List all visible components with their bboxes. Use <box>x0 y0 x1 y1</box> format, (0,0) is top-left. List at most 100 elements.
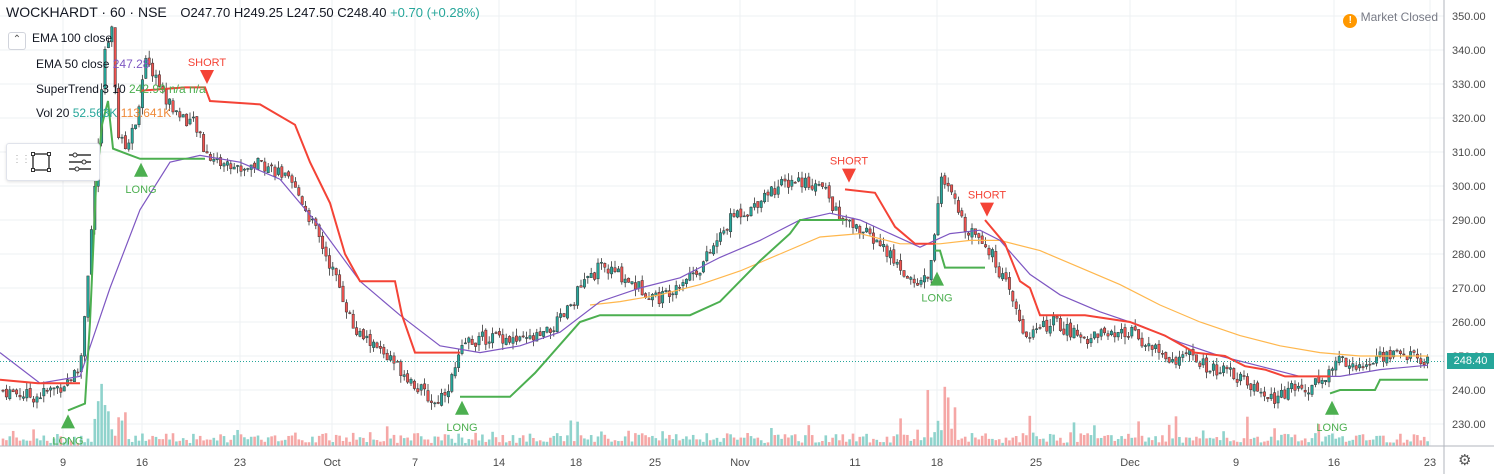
volume-bar <box>419 436 423 446</box>
legend-vol-value: 52.563K <box>72 106 118 120</box>
volume-bars <box>1 383 1429 446</box>
candle-body <box>1368 363 1372 366</box>
volume-bar <box>1065 442 1069 446</box>
candle-body <box>147 57 151 66</box>
volume-bar <box>192 433 195 446</box>
volume-bar <box>385 426 389 446</box>
drag-grip-icon[interactable]: ⋮⋮ <box>12 154 31 165</box>
volume-bar <box>1130 437 1134 446</box>
volume-bar <box>586 439 590 446</box>
volume-bar <box>640 433 644 446</box>
legend-ema50[interactable]: EMA 50 close 247.28 <box>36 57 149 71</box>
candle-body <box>1211 363 1215 371</box>
low-value: L247.50 <box>286 5 334 20</box>
legend-supertrend[interactable]: SuperTrend 3 10 242.99 n/a n/a <box>36 82 206 96</box>
candle-body <box>205 151 209 154</box>
volume-bar <box>1286 434 1290 446</box>
candle-body <box>344 302 348 313</box>
volume-bar <box>899 418 902 446</box>
volume-bar <box>1348 440 1351 446</box>
candle-body <box>212 158 216 162</box>
candle-body <box>885 245 889 257</box>
candle-body <box>684 278 688 284</box>
candle-body <box>1137 329 1141 340</box>
candle-body <box>882 243 886 248</box>
volume-bar <box>780 438 783 446</box>
volume-bar <box>1133 437 1137 446</box>
volume-bar <box>705 433 709 446</box>
volume-bar <box>1351 439 1355 446</box>
candle-body <box>49 387 53 391</box>
chevron-up-icon[interactable]: ⌃ <box>8 32 26 50</box>
volume-bar <box>630 441 634 446</box>
volume-bar <box>916 429 919 446</box>
volume-bar <box>127 439 131 446</box>
candle-body <box>497 331 501 336</box>
volume-bar <box>878 442 882 446</box>
long-signal-arrow <box>1325 400 1339 415</box>
candle-body <box>69 379 73 381</box>
volume-bar <box>603 434 607 446</box>
candle-body <box>827 185 831 199</box>
x-tick-label: 16 <box>1328 457 1340 469</box>
volume-bar <box>783 434 787 446</box>
ema50-line <box>0 154 1429 384</box>
volume-bar <box>1099 437 1103 446</box>
candle-body <box>1409 351 1413 359</box>
candle-body <box>137 106 141 125</box>
legend-ema100[interactable]: ⌃ EMA 100 close <box>8 31 112 50</box>
candle-body <box>123 135 127 150</box>
volume-bar <box>134 435 137 446</box>
volume-bar <box>749 436 753 446</box>
candle-body <box>229 163 233 170</box>
volume-bar <box>28 440 32 446</box>
volume-bar <box>1069 432 1072 446</box>
volume-bar <box>1358 434 1361 446</box>
volume-bar <box>559 436 562 446</box>
candle-body <box>484 329 488 345</box>
x-tick-label: 25 <box>649 457 661 469</box>
volume-bar <box>515 442 518 446</box>
volume-bar <box>1164 441 1168 446</box>
legend-volume[interactable]: Vol 20 52.563K 113.641K <box>36 106 171 120</box>
candle-body <box>650 294 654 301</box>
rectangle-tool-icon[interactable] <box>29 150 53 174</box>
volume-bar <box>433 436 437 446</box>
volume-bar <box>538 440 542 446</box>
volume-bar <box>107 411 110 446</box>
candle-body <box>559 313 563 318</box>
volume-bar <box>1201 430 1205 446</box>
volume-bar <box>56 434 59 446</box>
volume-bar <box>1293 434 1297 446</box>
candle-body <box>1344 357 1348 367</box>
drawing-toolbar[interactable]: ⋮⋮ <box>6 143 100 181</box>
gear-icon[interactable]: ⚙ <box>1458 452 1472 469</box>
volume-bar <box>858 436 862 446</box>
volume-bar <box>712 439 715 446</box>
candle-body <box>1014 301 1018 309</box>
candle-body <box>990 249 994 258</box>
candle-body <box>290 175 294 183</box>
candle-body <box>1330 368 1334 371</box>
short-signal-label: SHORT <box>188 57 227 69</box>
candle-body <box>769 186 773 197</box>
candle-body <box>273 166 277 177</box>
volume-bar <box>936 420 940 446</box>
candle-body <box>1031 329 1035 338</box>
market-status[interactable]: ! Market Closed <box>1343 10 1438 28</box>
volume-bar <box>1014 436 1018 446</box>
volume-bar <box>1266 440 1270 446</box>
candle-body <box>463 342 467 345</box>
candle-body <box>722 230 726 234</box>
x-tick-label: Oct <box>323 457 340 469</box>
settings-list-icon[interactable] <box>67 150 93 174</box>
candle-body <box>86 275 90 318</box>
candle-body <box>157 74 161 87</box>
volume-bar <box>314 442 318 446</box>
volume-bar <box>1154 436 1157 446</box>
volume-bar <box>1188 437 1191 446</box>
candle-body <box>1116 332 1120 338</box>
candle-body <box>1402 353 1406 356</box>
